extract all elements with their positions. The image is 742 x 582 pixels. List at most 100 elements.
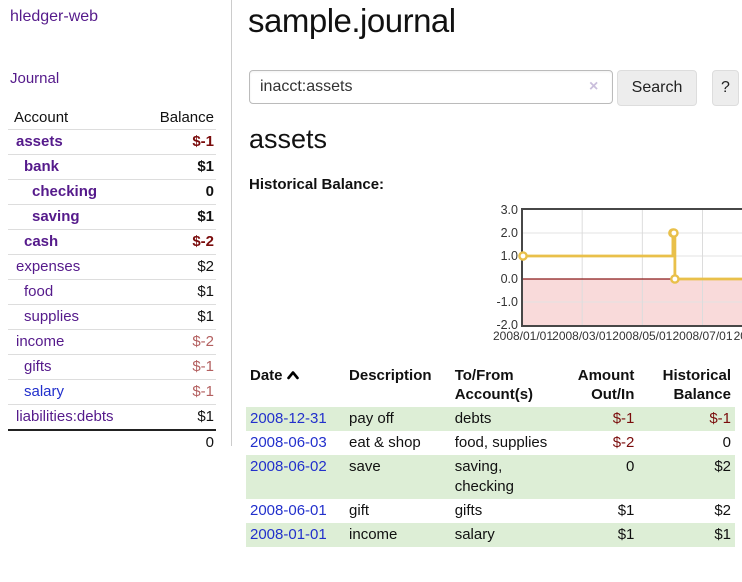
column-header-amount[interactable]: Amount Out/In [577,367,635,403]
column-header-accounts[interactable]: To/From Account(s) [454,367,534,403]
y-axis-tick-label: 3.0 [500,203,518,217]
transaction-amount: $1 [560,523,639,547]
transaction-amount: $-1 [560,407,639,431]
transaction-accounts: debts [450,407,561,431]
sidebar: hledger-web Journal Account Balance asse… [0,0,232,451]
sidebar-account-row: income $-2 [8,329,216,354]
account-link[interactable]: liabilities:debts [16,408,114,425]
sidebar-account-row: gifts $-1 [8,354,216,379]
x-axis-tick-label: 2008/01/01 [492,329,554,343]
register-row: 2008-12-31 pay off debts $-1 $-1 [246,407,735,431]
transaction-date-link[interactable]: 2008-01-01 [250,526,327,543]
transaction-accounts: saving, checking [450,455,561,499]
transaction-amount: $1 [617,502,635,519]
account-balance: $1 [197,308,214,325]
transaction-balance: 0 [722,434,731,451]
page-title: sample.journal [248,2,456,39]
transaction-accounts: salary [450,523,561,547]
account-balance: $1 [197,408,214,425]
transaction-description: income [345,523,451,547]
account-balance: $1 [197,208,214,225]
register-row: 2008-01-01 income salary $1 $1 [246,523,735,547]
x-axis-tick-label: 2008/07/01 [672,329,733,343]
transaction-date-link[interactable]: 2008-06-03 [250,434,327,451]
account-link[interactable]: gifts [24,358,52,375]
transaction-date-link[interactable]: 2008-12-31 [250,410,327,427]
account-column-header: Account [14,109,69,126]
account-link[interactable]: supplies [24,308,80,325]
x-axis-tick-label: 2008/05/01 [612,329,673,343]
transaction-description: eat & shop [349,434,421,451]
account-link[interactable]: bank [24,158,60,175]
x-axis-tick-label: 2008/09/01 [733,329,742,343]
search-button[interactable]: Search [617,70,697,106]
sidebar-account-row: salary $-1 [8,379,216,404]
transaction-description: gift [349,502,370,519]
account-link[interactable]: saving [32,208,80,225]
register-row: 2008-06-03 eat & shop food, supplies $-2 0 [246,431,735,455]
account-link[interactable]: income [16,333,65,350]
y-axis-tick-label: -1.0 [496,295,518,309]
transaction-balance: $2 [714,502,731,519]
account-balance: $-2 [192,233,214,250]
transaction-date-link[interactable]: 2008-06-02 [250,458,327,475]
account-balance: $-1 [192,383,214,400]
sidebar-account-row: bank $1 [8,154,216,179]
register-header-row: Date Description To/From Account(s) Amou… [246,363,735,407]
transaction-accounts: gifts [454,502,483,519]
sidebar-account-row: expenses $2 [8,254,216,279]
y-axis-tick-label: -2.0 [496,318,518,332]
sidebar-account-row: supplies $1 [8,304,216,329]
account-balance: $-1 [192,358,214,375]
account-link[interactable]: expenses [16,258,81,275]
transaction-amount: 0 [560,455,639,499]
total-balance: 0 [205,434,214,451]
account-link[interactable]: checking [32,183,98,200]
account-link[interactable]: cash [24,233,59,250]
search-input[interactable] [249,70,613,104]
transaction-balance: $-1 [638,407,735,431]
chart-series-svg [518,210,742,325]
help-button[interactable]: ? [712,70,739,106]
sidebar-account-row: food $1 [8,279,216,304]
account-balance: $1 [197,283,214,300]
sidebar-account-row: cash $-2 [8,229,216,254]
chart-plot-area: $ [518,208,742,327]
column-header-balance[interactable]: Historical Balance [662,367,731,403]
column-header-description[interactable]: Description [349,367,432,384]
y-axis-tick-label: 0.0 [500,272,518,286]
transaction-description: save [345,455,451,499]
account-balance: $1 [197,158,214,175]
register-row: 2008-06-02 save saving, checking 0 $2 [246,455,735,499]
column-header-date[interactable]: Date [246,363,345,407]
account-total-row: 0 [8,429,216,454]
sidebar-account-row: checking 0 [8,179,216,204]
clear-search-icon[interactable]: × [589,78,599,95]
account-link[interactable]: salary [24,383,65,400]
balance-column-header: Balance [159,109,214,126]
account-page-title: assets [249,124,328,154]
account-link[interactable]: assets [16,133,63,150]
transaction-date-link[interactable]: 2008-06-01 [250,502,327,519]
y-axis-tick-label: 1.0 [500,249,518,263]
transaction-amount: $-2 [612,434,635,451]
register-row: 2008-06-01 gift gifts $1 $2 [246,499,735,523]
brand-link[interactable]: hledger-web [10,8,99,25]
transaction-balance: $2 [638,455,735,499]
account-balance: $-2 [192,333,214,350]
transaction-description: pay off [345,407,451,431]
chart-heading: Historical Balance: [249,176,385,193]
y-axis-tick-label: 2.0 [500,226,518,240]
account-balance: $2 [197,258,214,275]
sidebar-account-row: liabilities:debts $1 [8,404,216,429]
account-table-header: Account Balance [8,106,216,129]
transaction-accounts: food, supplies [454,434,548,451]
account-link[interactable]: food [24,283,54,300]
sidebar-account-row: assets $-1 [8,129,216,154]
account-balance: $-1 [192,133,214,150]
sort-ascending-icon [286,366,299,385]
transaction-balance: $1 [638,523,735,547]
sidebar-item-journal[interactable]: Journal [10,70,60,87]
account-balance-table: Account Balance assets $-1 bank $1 checking 0… [8,106,216,454]
